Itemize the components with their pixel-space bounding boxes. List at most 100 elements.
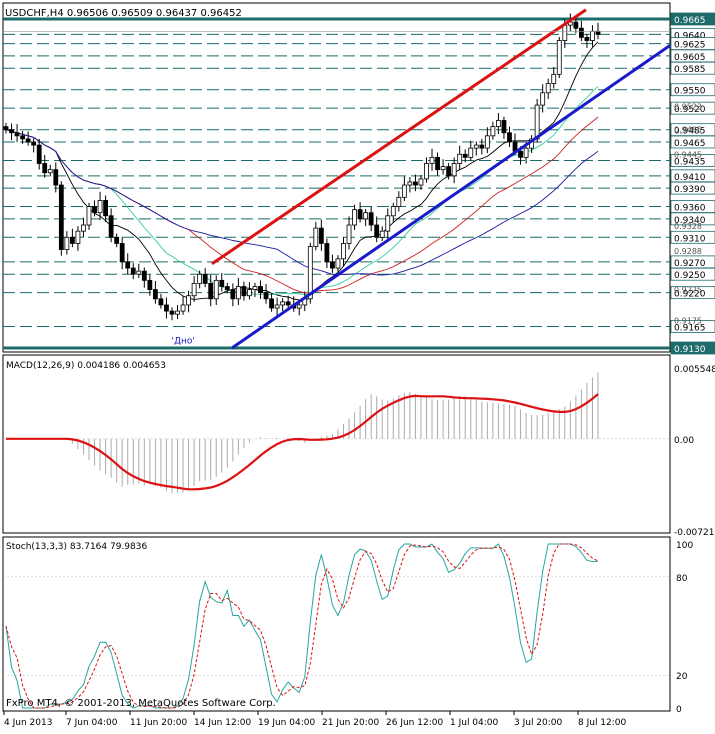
candle-body xyxy=(435,156,440,171)
candle-body xyxy=(307,246,313,300)
time-tick-label: 11 Jun 20:00 xyxy=(130,718,187,728)
candle-body xyxy=(169,310,175,315)
candle-body xyxy=(58,184,64,251)
candle-body xyxy=(69,236,75,244)
candle-body xyxy=(296,304,302,309)
time-tick-label: 14 Jun 12:00 xyxy=(194,718,251,728)
candle-body xyxy=(551,73,557,84)
candle-body xyxy=(451,163,457,177)
candle-body xyxy=(92,206,97,214)
stoch-tick-label: 20 xyxy=(676,672,688,682)
candle-body xyxy=(141,270,147,281)
candle-body xyxy=(540,92,546,106)
candle-body xyxy=(357,209,363,220)
candle-body xyxy=(235,286,241,300)
stoch-d-line xyxy=(5,543,599,709)
candle-body xyxy=(374,224,380,238)
candle-body xyxy=(25,138,31,143)
ma-long-line xyxy=(5,129,599,276)
candle-body xyxy=(191,283,197,297)
candle-body xyxy=(368,212,374,226)
price-tick-label: 0.9390 xyxy=(674,185,706,195)
candle-body xyxy=(230,289,236,300)
price-tick-label: 0.9410 xyxy=(674,173,706,183)
candle-body xyxy=(401,184,407,198)
candle-body xyxy=(346,224,352,244)
macd-tick-label: 0.00 xyxy=(674,436,694,446)
candle-body xyxy=(269,298,274,309)
candle-body xyxy=(97,200,103,214)
candle-body xyxy=(252,286,258,290)
copyright-text: FxPro MT4, © 2001-2013, MetaQuotes Softw… xyxy=(6,698,276,709)
time-axis: 4 Jun 2013 7 Jun 04:00 11 Jun 20:00 14 Jun … xyxy=(3,711,627,728)
stoch-frame xyxy=(2,536,671,712)
candle-body xyxy=(158,298,164,306)
chart-header: USDCHF,H4 0.96506 0.96509 0.96437 0.9645… xyxy=(5,8,242,19)
time-tick-label: 21 Jun 20:00 xyxy=(322,718,379,728)
candle-body xyxy=(197,273,203,284)
price-label-box xyxy=(670,230,715,244)
candle-body xyxy=(318,227,324,244)
candle-body xyxy=(324,243,330,263)
candle-body xyxy=(363,212,369,220)
time-tick-label: 4 Jun 2013 xyxy=(4,718,52,728)
candle-body xyxy=(341,243,346,260)
candle-body xyxy=(114,236,120,244)
macd-panel: MACD(12,26,9) 0.004186 0.004653 0.005548 0… xyxy=(2,354,715,538)
price-tick-label: 0.9130 xyxy=(674,345,706,355)
candle-body xyxy=(136,270,142,275)
candle-body xyxy=(545,83,551,94)
candle-body xyxy=(130,267,136,275)
candle-body xyxy=(274,304,280,309)
upper-trend-line xyxy=(211,8,587,265)
stoch-panel: Stoch(13,3,3) 83.7164 79.9836 100 80 20 0 xyxy=(2,536,693,715)
stoch-tick-label: 0 xyxy=(676,705,682,715)
price-tick-label: 0.9625 xyxy=(674,41,706,51)
candle-body xyxy=(285,301,291,306)
candle-body xyxy=(202,273,208,284)
candle-body xyxy=(31,141,37,146)
candle-body xyxy=(496,120,501,128)
candle-body xyxy=(501,120,507,134)
candle-body xyxy=(424,163,429,180)
candle-body xyxy=(3,126,9,131)
price-label-box xyxy=(670,154,715,167)
macd-frame xyxy=(2,354,671,534)
price-tick-label: 0.9665 xyxy=(674,16,706,26)
price-tick-label: 0.9435 xyxy=(674,157,706,167)
candle-body xyxy=(390,206,396,217)
candle-body xyxy=(313,227,319,247)
candle-body xyxy=(14,132,20,137)
candle-body xyxy=(556,40,562,75)
candle-body xyxy=(125,261,131,269)
candle-body xyxy=(579,27,584,38)
candle-body xyxy=(418,178,424,186)
candle-body xyxy=(175,310,180,315)
macd-label: MACD(12,26,9) 0.004186 0.004653 xyxy=(6,361,166,371)
price-label-box xyxy=(670,267,715,281)
candle-body xyxy=(36,144,42,164)
candle-body xyxy=(208,283,214,300)
price-tick-label-minor: 0.9523 xyxy=(674,102,702,111)
time-tick-label: 26 Jun 12:00 xyxy=(386,718,443,728)
price-tick-label: 0.9520 xyxy=(674,105,706,115)
candle-body xyxy=(20,135,25,140)
stoch-tick-label: 100 xyxy=(676,541,693,551)
candle-body xyxy=(280,301,286,306)
price-tick-label-minor: 0.9225 xyxy=(674,286,702,295)
candle-body xyxy=(573,21,579,29)
candle-body xyxy=(479,144,485,149)
price-label-box xyxy=(670,83,715,97)
price-label-box xyxy=(670,12,715,26)
price-tick-label: 0.9605 xyxy=(674,53,706,63)
price-tick-label: 0.9165 xyxy=(674,323,706,333)
candle-body xyxy=(457,153,463,164)
price-tick-label: 0.9485 xyxy=(674,127,706,137)
candle-body xyxy=(213,279,219,300)
candle-body xyxy=(335,258,341,269)
price-label-box xyxy=(670,135,715,149)
price-tick-label: 0.9360 xyxy=(674,204,706,214)
candle-body xyxy=(396,196,402,207)
